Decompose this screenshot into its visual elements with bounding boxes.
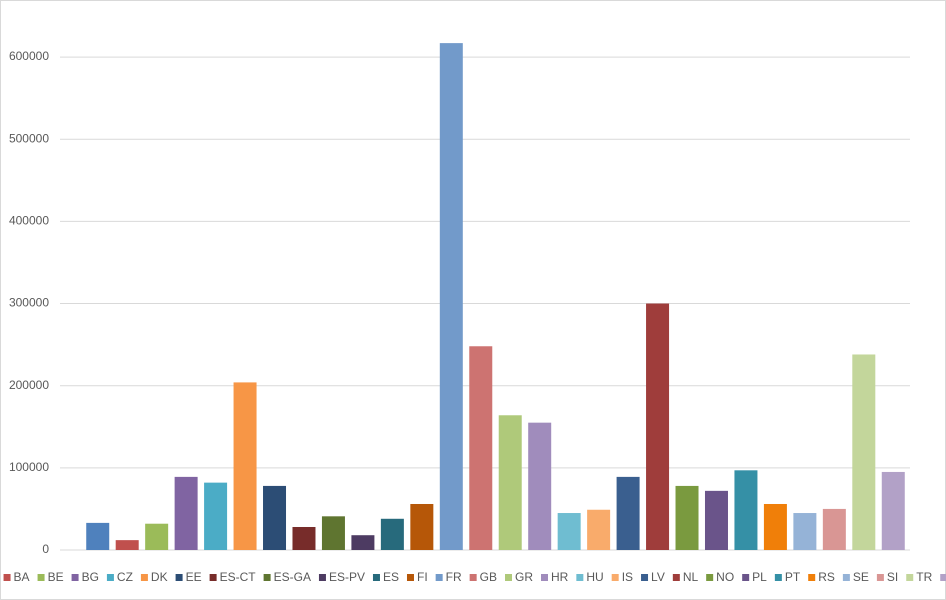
legend-label: TR [916, 570, 932, 584]
legend-label: HU [586, 570, 603, 584]
legend-label: PL [752, 570, 767, 584]
legend-swatch [372, 574, 380, 581]
bar [881, 471, 905, 550]
bar [734, 470, 758, 550]
legend-swatch [774, 574, 782, 581]
bar [793, 513, 817, 550]
legend-swatch [209, 574, 217, 581]
bar [557, 513, 581, 550]
y-tick-label: 500000 [9, 131, 49, 145]
legend-swatch [37, 574, 45, 581]
legend-swatch [469, 574, 477, 581]
legend-label: BG [82, 570, 99, 584]
legend-label: FR [446, 570, 462, 584]
legend-swatch [541, 574, 548, 581]
legend-swatch [611, 574, 619, 581]
legend-swatch [940, 574, 946, 581]
legend-label: ES [383, 570, 399, 584]
legend-label: GR [515, 570, 533, 584]
legend-swatch [175, 574, 183, 581]
legend-label: HR [551, 570, 569, 584]
bar [822, 508, 846, 550]
legend-label: DK [151, 570, 168, 584]
bar [587, 509, 611, 550]
legend-label: LV [651, 570, 665, 584]
y-tick-label: 600000 [9, 49, 49, 63]
bar [292, 526, 316, 550]
legend-label: ES-GA [274, 570, 311, 584]
legend-swatch [876, 574, 884, 581]
bar [675, 485, 699, 550]
bar [86, 522, 110, 550]
legend-label: BE [48, 570, 64, 584]
bar [380, 518, 404, 550]
legend-swatch [505, 574, 512, 581]
legend-label: FI [417, 570, 428, 584]
bar [763, 503, 787, 550]
bar [321, 516, 345, 550]
legend-label: SE [853, 570, 869, 584]
legend-label: SI [887, 570, 898, 584]
bar [704, 490, 728, 550]
legend-swatch [842, 574, 850, 581]
legend-swatch [906, 574, 914, 581]
legend-swatch [641, 574, 649, 581]
bar [115, 540, 139, 550]
y-tick-label: 0 [42, 542, 49, 556]
legend-swatch [318, 574, 326, 581]
bar [852, 354, 876, 550]
legend-swatch [576, 574, 584, 581]
bar [469, 346, 493, 550]
legend-swatch [406, 574, 414, 581]
legend-label: RS [818, 570, 835, 584]
legend-label: IS [622, 570, 633, 584]
legend-swatch [808, 574, 816, 581]
legend-swatch [71, 574, 79, 581]
y-tick-label: 200000 [9, 378, 49, 392]
legend-swatch [3, 574, 11, 581]
legend-swatch [706, 574, 714, 581]
legend-label: EE [186, 570, 202, 584]
bar [145, 523, 169, 550]
legend-label: PT [785, 570, 801, 584]
legend-swatch [742, 574, 750, 581]
legend-label: NO [716, 570, 734, 584]
legend-label: CZ [117, 570, 133, 584]
bar [233, 382, 257, 550]
legend-label: ES-CT [220, 570, 257, 584]
bar [410, 503, 434, 550]
legend-swatch [263, 574, 271, 581]
legend-label: GB [480, 570, 497, 584]
bar [174, 476, 198, 550]
bar [616, 476, 640, 550]
bar [498, 415, 522, 550]
bar [528, 422, 552, 550]
bar [439, 43, 463, 550]
bar [263, 485, 287, 550]
bar [204, 482, 228, 550]
legend-label: NL [683, 570, 699, 584]
legend-swatch [106, 574, 114, 581]
legend-swatch [435, 574, 443, 581]
legend-label: ES-PV [329, 570, 365, 584]
bar [646, 303, 670, 550]
y-tick-label: 400000 [9, 214, 49, 228]
legend-label: BA [14, 570, 30, 584]
legend-swatch [672, 574, 680, 581]
y-tick-label: 100000 [9, 460, 49, 474]
y-tick-label: 300000 [9, 296, 49, 310]
legend-swatch [140, 574, 148, 581]
bar [351, 535, 375, 550]
